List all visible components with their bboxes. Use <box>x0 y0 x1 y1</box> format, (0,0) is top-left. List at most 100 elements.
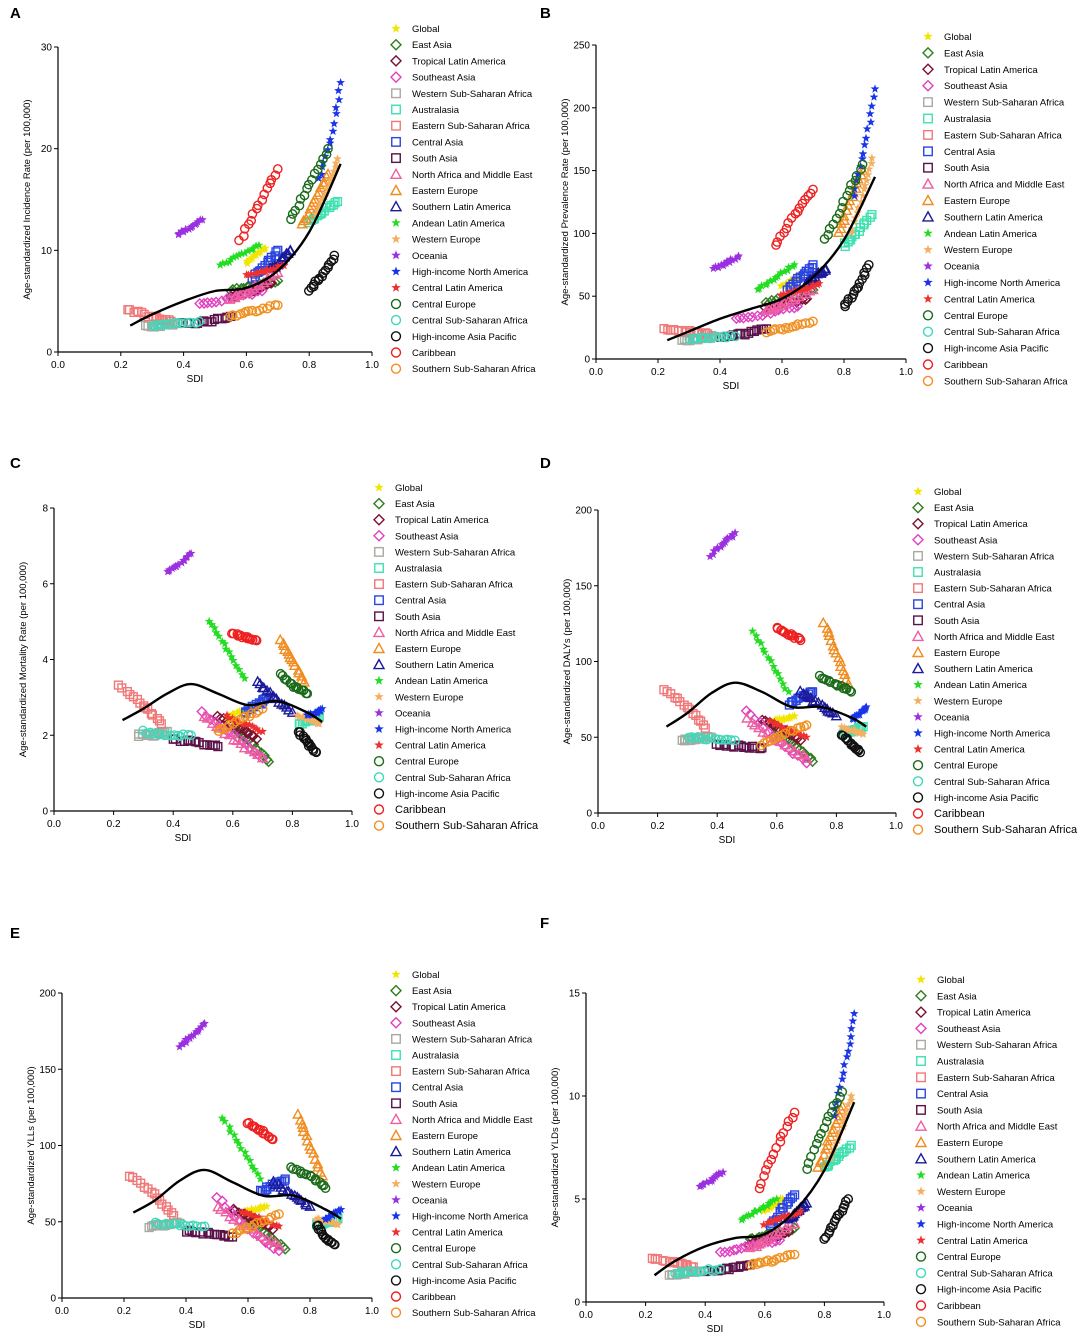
data-point <box>273 245 283 255</box>
data-point <box>214 631 224 640</box>
data-point <box>314 181 327 192</box>
data-point <box>742 1211 751 1221</box>
series-south-asia <box>168 734 223 752</box>
data-point <box>698 720 709 730</box>
legend-marker <box>923 277 933 287</box>
fitted-curve <box>665 681 867 728</box>
data-point <box>173 560 183 569</box>
data-point <box>227 1213 240 1224</box>
chart-panel-c: C 0.0 0.2 0.4 0.6 0.8 1.0 0 2 4 6 8 SDI Age-standardi… <box>10 455 539 844</box>
x-tick-label: 0.6 <box>226 819 240 830</box>
legend-label: Western Europe <box>937 1187 1005 1198</box>
data-point <box>754 1183 765 1194</box>
data-point <box>723 533 732 542</box>
legend-marker <box>915 1283 927 1295</box>
data-point <box>267 1134 278 1145</box>
data-point <box>835 222 847 234</box>
data-point <box>795 734 807 746</box>
legend-marker <box>922 46 934 59</box>
data-point <box>822 705 834 716</box>
legend-label: Western Europe <box>944 245 1012 256</box>
data-point <box>796 1206 805 1216</box>
legend-label: Global <box>934 487 961 498</box>
data-point <box>700 723 710 733</box>
data-point <box>317 169 326 179</box>
data-point <box>174 229 184 238</box>
data-point <box>268 1219 278 1229</box>
series-western-europe <box>292 710 324 728</box>
x-tick-label: 0.6 <box>239 360 253 371</box>
x-tick-label: 0.8 <box>817 1310 831 1321</box>
data-point <box>222 710 232 719</box>
data-point <box>220 639 230 648</box>
data-point <box>152 728 163 739</box>
data-point <box>787 1192 798 1202</box>
data-point <box>743 1241 756 1253</box>
data-point <box>148 728 159 739</box>
data-point <box>647 1253 657 1263</box>
legend-label: Eastern Sub-Saharan Africa <box>934 584 1052 595</box>
legend-label: Andean Latin America <box>934 680 1028 691</box>
data-point <box>808 280 818 289</box>
data-point <box>297 1121 309 1132</box>
legend-label: Caribbean <box>412 1292 456 1303</box>
data-point <box>328 171 338 180</box>
data-point <box>165 318 176 329</box>
data-point <box>721 332 732 343</box>
legend-label: South Asia <box>412 1099 458 1110</box>
y-tick-label: 250 <box>573 41 590 52</box>
data-point <box>225 1122 235 1131</box>
data-point <box>140 703 150 713</box>
x-axis-title: SDI <box>189 1320 206 1331</box>
data-point <box>232 1135 241 1145</box>
data-point <box>234 718 244 727</box>
data-point <box>813 1133 824 1144</box>
legend-marker <box>374 595 384 606</box>
legend-marker <box>922 375 934 387</box>
legend-label: Global <box>395 483 422 494</box>
legend-label: Western Europe <box>934 696 1002 707</box>
data-point <box>761 1233 773 1245</box>
legend-label: Central Latin America <box>395 741 487 752</box>
data-point <box>866 117 876 126</box>
data-point <box>745 1260 756 1271</box>
legend-label: Eastern Sub-Saharan Africa <box>412 121 530 132</box>
legend-marker <box>923 31 933 41</box>
legend-label: Central Asia <box>937 1089 989 1100</box>
data-point <box>255 1230 268 1241</box>
legend-marker <box>390 1000 402 1013</box>
data-point <box>154 314 165 324</box>
legend-label: Eastern Sub-Saharan Africa <box>412 1067 530 1078</box>
data-point <box>240 1147 250 1156</box>
data-point <box>783 265 792 275</box>
data-point <box>742 311 754 323</box>
data-point <box>840 1196 851 1207</box>
data-point <box>328 254 339 265</box>
data-point <box>809 1144 820 1155</box>
legend-label: Central Latin America <box>934 745 1026 756</box>
legend-label: Southeast Asia <box>412 1018 476 1029</box>
data-point <box>771 1228 784 1239</box>
data-point <box>856 164 866 175</box>
data-point <box>229 710 239 719</box>
legend-label: Australasia <box>395 564 443 575</box>
data-point <box>269 264 278 273</box>
legend-marker <box>911 646 925 658</box>
legend-marker <box>373 820 385 831</box>
data-point <box>320 192 330 201</box>
legend-marker <box>915 1300 927 1311</box>
legend: Global East Asia Tropical Latin America Sou… <box>911 486 1078 836</box>
legend: Global East Asia Tropical Latin America Sou… <box>389 23 536 375</box>
data-point <box>329 1239 340 1250</box>
data-point <box>301 1129 313 1141</box>
legend-marker <box>921 194 935 206</box>
data-point <box>303 713 313 723</box>
data-point <box>273 261 283 270</box>
y-tick-label: 100 <box>573 229 590 240</box>
x-tick-label: 0.2 <box>117 1306 131 1317</box>
data-point <box>843 724 853 733</box>
legend-label: Australasia <box>937 1057 985 1068</box>
series-high-income-asia-pacific <box>303 250 340 296</box>
series-southern-sub-saharan-africa <box>213 703 268 737</box>
x-tick-label: 0.6 <box>758 1310 772 1321</box>
